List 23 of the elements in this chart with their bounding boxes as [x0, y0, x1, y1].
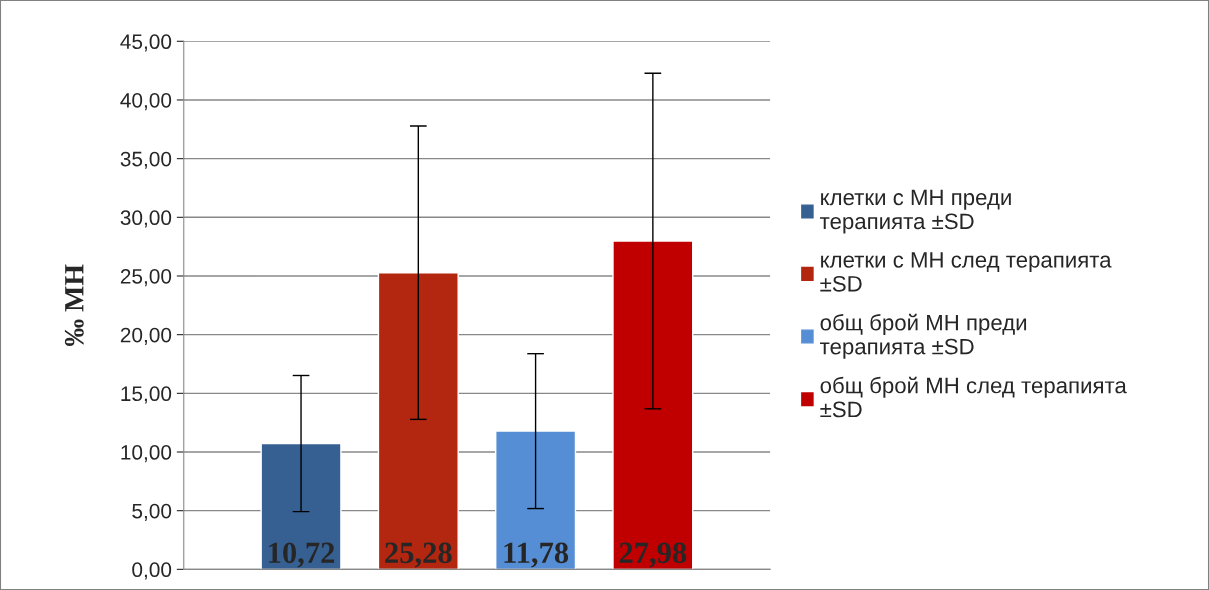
y-tick-label: 25,00: [120, 268, 172, 287]
bar: [495, 430, 577, 570]
data-label: 27,98: [619, 542, 687, 568]
data-label: 25,28: [385, 542, 452, 568]
y-tick-label: 10,00: [121, 445, 172, 463]
y-tick-label: 30,00: [120, 210, 172, 228]
bar: [612, 240, 694, 570]
legend-label: общ брой МН преди терапията ±SD: [820, 313, 1027, 359]
legend-label: клетки с МН след терапията ±SD: [820, 252, 1112, 292]
y-tick-label: 0,00: [132, 562, 172, 580]
legend-label: клетки с МН преди терапията ±SD: [820, 189, 1011, 234]
y-tick-label: 20,00: [120, 327, 172, 345]
data-label: 11,78: [504, 542, 569, 568]
y-tick-label: 45,00: [120, 34, 172, 52]
data-label: 10,72: [269, 542, 335, 568]
y-axis-title: ‰ МН: [64, 264, 84, 347]
y-tick-label: 15,00: [121, 386, 172, 404]
y-tick-label: 40,00: [120, 92, 172, 111]
bar: [260, 442, 342, 570]
y-tick-label: 5,00: [132, 503, 172, 521]
legend-label: общ брой МН след терапията ±SD: [820, 376, 1127, 418]
y-tick-label: 35,00: [120, 151, 172, 169]
bar: [377, 272, 459, 570]
